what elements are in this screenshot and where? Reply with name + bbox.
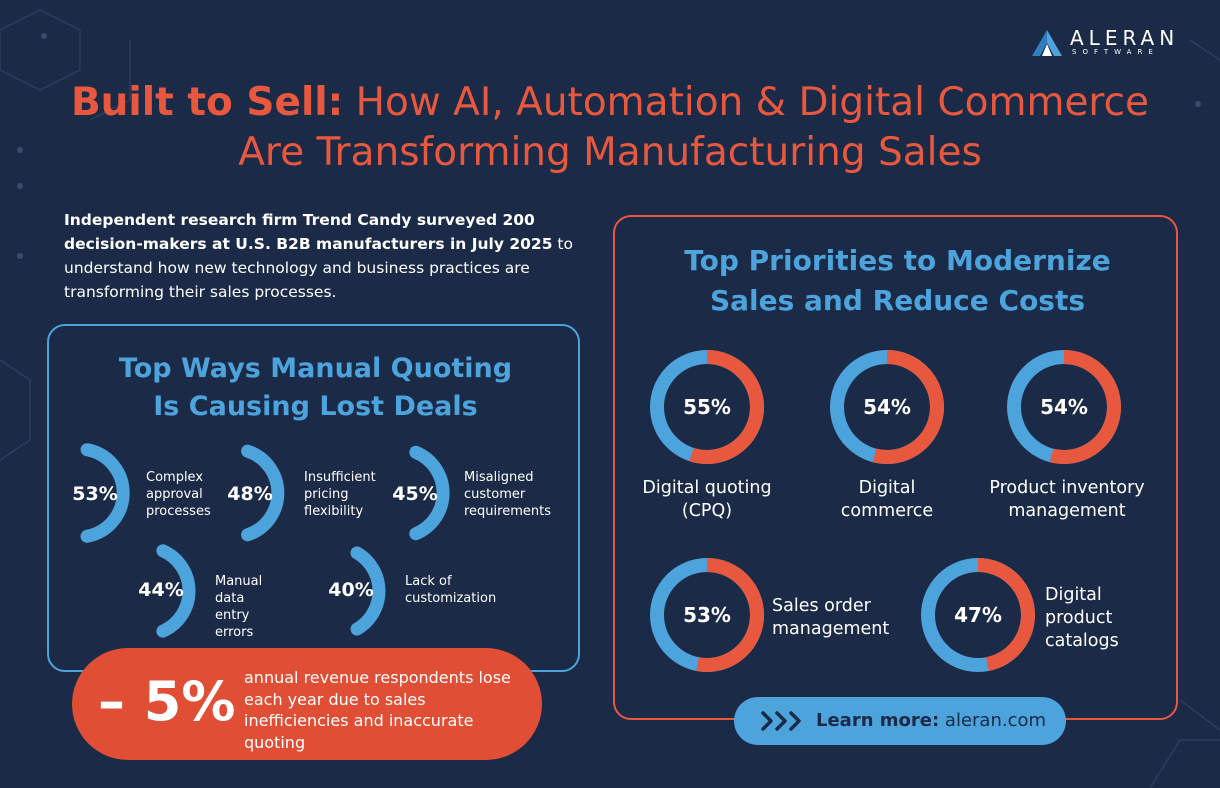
callout-value: – 5% [98, 670, 236, 733]
donut-item: 55% [650, 350, 764, 464]
stat-label-line: Manual data [215, 574, 263, 606]
aleran-logo: ALERAN SOFTWARE [1032, 26, 1192, 60]
stat-label-line: entry errors [215, 608, 254, 640]
stat-arc [156, 544, 196, 638]
stat-label: Manual data entry errors [215, 573, 262, 641]
manual-quoting-heading-line2: Is Causing Lost Deals [153, 391, 478, 422]
donut-label-line: catalogs [1045, 631, 1119, 651]
donut-value: 47% [954, 603, 1002, 627]
donut-label-line: product [1045, 608, 1113, 628]
stat-arc-path [350, 546, 386, 636]
donut-label-line: management [1008, 501, 1126, 521]
priorities-heading: Top Priorities to Modernize Sales and Re… [615, 241, 1180, 321]
donut-label-line: Digital quoting [642, 478, 772, 498]
stat-value: 44% [138, 579, 184, 601]
stat-arc [80, 443, 130, 543]
donut-segment [872, 350, 944, 464]
intro-rest: to understand how new technology and bus… [64, 235, 573, 301]
priorities-heading-line2: Sales and Reduce Costs [709, 284, 1086, 317]
donut-label: Sales order management [772, 595, 889, 641]
donut-label-line: Sales order [772, 596, 871, 616]
stat-label-line: Complex [146, 470, 204, 485]
stat-label: Complex approval processes [146, 469, 211, 520]
donut-value: 55% [683, 395, 731, 419]
stat-label-line: approval [146, 487, 203, 502]
donut-label-line: Digital [858, 478, 916, 498]
donut-item: 54% [830, 350, 944, 464]
donut-segment [1049, 350, 1121, 464]
stat-arc [350, 546, 386, 636]
donut-label-line: (CPQ) [681, 501, 733, 521]
stat-arc [409, 445, 450, 541]
stat-label-line: customization [405, 591, 497, 606]
title-bold: Built to Sell: [70, 80, 344, 125]
donut-label: Digital commerce [797, 477, 977, 523]
donut-label-line: Digital [1045, 585, 1102, 605]
donut-label: Product inventory management [967, 477, 1167, 523]
donut-value: 54% [863, 395, 911, 419]
stat-value: 53% [72, 483, 118, 505]
stat-label-line: Insufficient [304, 470, 376, 485]
intro-bold: Independent research firm Trend Candy su… [64, 211, 553, 253]
stat-arc-path [409, 445, 450, 541]
donut-item: 54% [1007, 350, 1121, 464]
donut-item: 53% [650, 558, 764, 672]
donut-segment [696, 558, 764, 672]
donut-segment [689, 350, 764, 464]
stat-label-line: pricing [304, 487, 349, 502]
revenue-loss-callout: – 5% annual revenue respondents lose eac… [72, 648, 542, 760]
aleran-mark-icon [1032, 30, 1062, 56]
logo-wordmark: ALERAN [1070, 26, 1180, 50]
stat-label-line: processes [146, 504, 211, 519]
manual-quoting-heading-line1: Top Ways Manual Quoting [118, 353, 513, 384]
donut-label-line: Product inventory [989, 478, 1145, 498]
learn-more-text: Learn more: aleran.com [816, 709, 1046, 733]
donut-item: 47% [921, 558, 1035, 672]
priorities-panel: Top Priorities to Modernize Sales and Re… [613, 215, 1178, 720]
stat-label-line: Lack of [405, 574, 452, 589]
manual-quoting-panel: Top Ways Manual Quoting Is Causing Lost … [47, 324, 580, 672]
donut-segment [977, 558, 1035, 671]
donut-label: Digital quoting (CPQ) [617, 477, 797, 523]
stat-arc-path [156, 544, 196, 638]
stat-label: Lack of customization [405, 573, 496, 607]
stat-label: Insufficient pricing flexibility [304, 469, 376, 520]
priorities-donut-chart: 55% 54% 54% 53% 47% [650, 350, 1121, 672]
stat-arc [241, 444, 285, 542]
stat-label-line: requirements [464, 504, 551, 519]
priorities-heading-line1: Top Priorities to Modernize [684, 244, 1111, 277]
stat-label: Misaligned customer requirements [464, 469, 551, 520]
stat-value: 45% [392, 483, 438, 505]
title-line1: How AI, Automation & Digital Commerce [343, 80, 1150, 125]
stat-label-line: customer [464, 487, 526, 502]
donut-value: 53% [683, 603, 731, 627]
learn-more-button[interactable]: Learn more: aleran.com [734, 697, 1066, 745]
stat-value: 48% [227, 483, 273, 505]
learn-more-label: Learn more: [816, 710, 940, 731]
stat-value: 40% [328, 579, 374, 601]
intro-text: Independent research firm Trend Candy su… [64, 208, 604, 304]
callout-text: annual revenue respondents lose each yea… [244, 668, 511, 752]
stat-label-line: Misaligned [464, 470, 534, 485]
stat-arc-path [241, 444, 285, 542]
stat-arc-path [80, 443, 130, 543]
triple-chevron-icon [761, 711, 801, 731]
donut-label: Digital product catalogs [1045, 584, 1119, 653]
donut-label-line: commerce [840, 501, 934, 521]
manual-quoting-heading: Top Ways Manual Quoting Is Causing Lost … [49, 350, 582, 426]
logo-subtitle: SOFTWARE [1072, 48, 1159, 56]
donut-value: 54% [1040, 395, 1088, 419]
donut-label-line: management [772, 619, 890, 639]
learn-more-link[interactable]: aleran.com [944, 710, 1047, 731]
page-title: Built to Sell: How AI, Automation & Digi… [0, 78, 1220, 178]
title-line2: Are Transforming Manufacturing Sales [238, 130, 982, 175]
stat-label-line: flexibility [304, 504, 364, 519]
